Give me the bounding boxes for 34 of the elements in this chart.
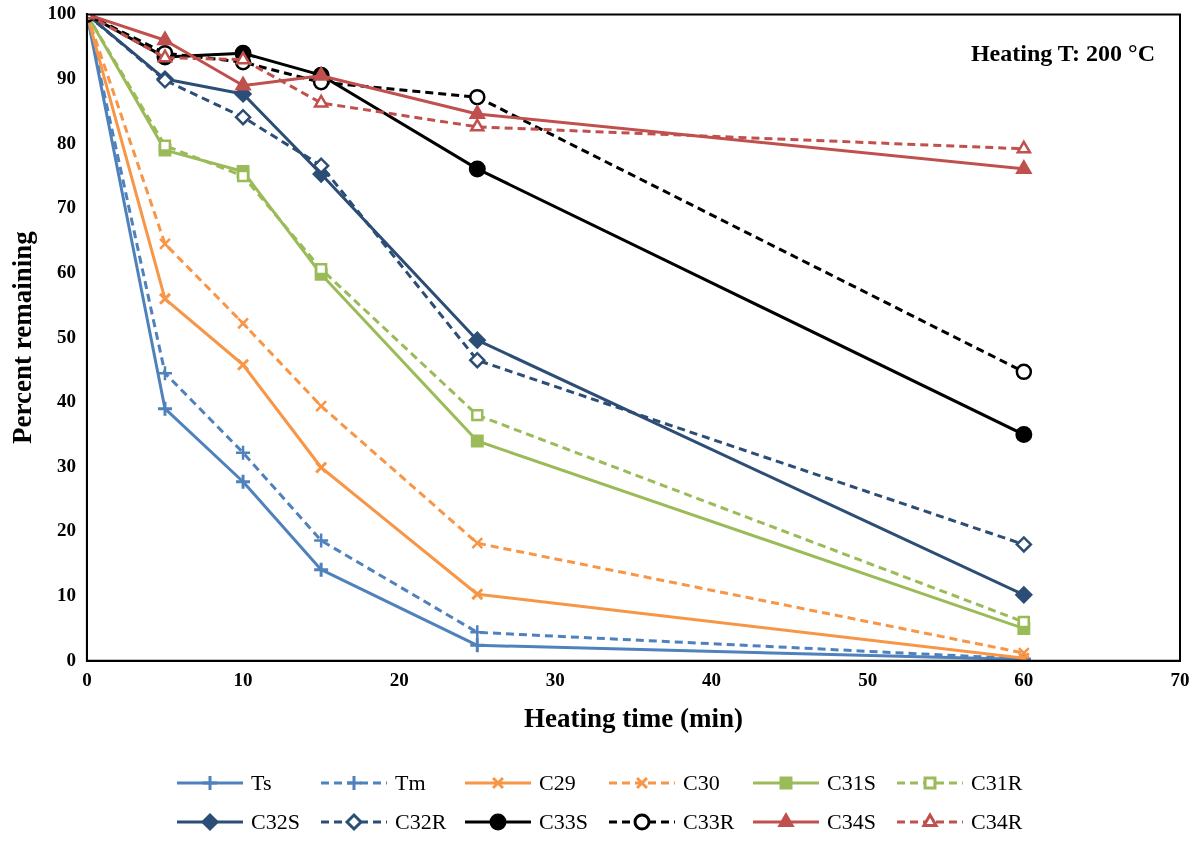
legend-label: C34R	[971, 808, 1023, 834]
x-tick-label: 30	[545, 669, 565, 691]
x-tick-label: 0	[82, 669, 92, 691]
x-tick-label: 40	[702, 669, 722, 691]
legend-label: C29	[539, 769, 576, 795]
y-tick-label: 100	[47, 2, 76, 24]
x-tick-label: 70	[1170, 669, 1190, 691]
legend-label: C32R	[395, 808, 447, 834]
y-tick-label: 30	[56, 454, 76, 476]
y-tick-label: 40	[56, 390, 76, 412]
x-tick-label: 20	[389, 669, 409, 691]
legend-label: C33S	[539, 808, 588, 834]
legend-label: C33R	[683, 808, 735, 834]
x-tick-label: 50	[858, 669, 878, 691]
y-tick-label: 10	[56, 584, 76, 606]
legend-label: C30	[683, 769, 720, 795]
y-tick-label: 0	[66, 648, 76, 670]
legend-label: Tm	[395, 769, 426, 795]
x-tick-label: 10	[233, 669, 253, 691]
y-tick-label: 70	[56, 196, 76, 218]
x-tick-label: 60	[1014, 669, 1034, 691]
legend-label: C32S	[251, 808, 300, 834]
legend-label: C31R	[971, 769, 1023, 795]
y-tick-label: 90	[56, 66, 76, 88]
y-tick-label: 50	[56, 325, 76, 347]
y-tick-label: 20	[56, 519, 76, 541]
y-axis-title: Percent remaining	[7, 230, 38, 444]
y-tick-label: 60	[56, 260, 76, 282]
y-tick-label: 80	[56, 131, 76, 153]
annotation: Heating T: 200 °C	[970, 39, 1155, 66]
legend-label: C31S	[827, 769, 876, 795]
x-axis-title: Heating time (min)	[523, 702, 743, 733]
legend-label: C34S	[827, 808, 876, 834]
legend-label: Ts	[251, 769, 272, 795]
